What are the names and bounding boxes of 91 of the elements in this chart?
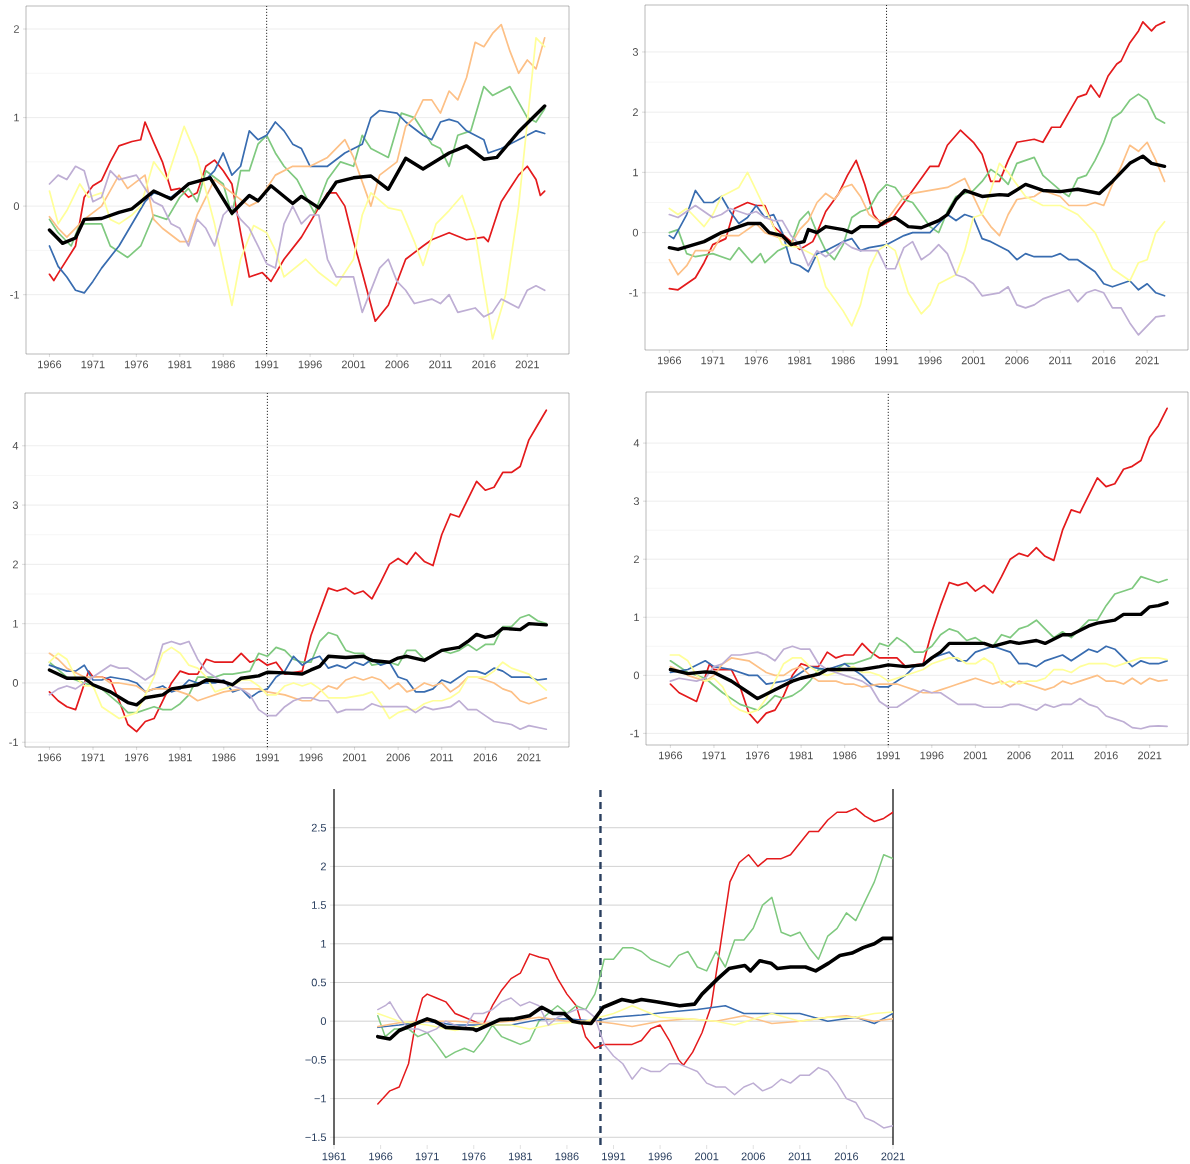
x-tick-label: 2011 [788,1152,812,1161]
y-tick-label: 1 [14,114,19,122]
x-tick-label: 2001 [963,751,988,760]
x-tick-label: 1991 [256,753,280,762]
y-tick-label: 3 [632,48,638,57]
x-tick-label: 2021 [515,360,539,369]
x-tick-label: 2021 [517,753,541,762]
x-tick-label: 1976 [744,356,768,365]
x-tick-label: 1991 [876,751,900,760]
x-tick-label: 1986 [555,1152,579,1161]
x-tick-label: 1986 [212,753,236,762]
x-tick-label: 1976 [746,751,770,760]
y-tick-label: 2 [12,560,18,569]
x-tick-label: 1981 [789,751,813,760]
x-tick-label: 1986 [833,751,857,760]
x-tick-label: 2001 [695,1152,719,1161]
x-tick-label: 1971 [702,751,726,760]
x-tick-label: 2006 [1005,356,1029,365]
x-tick-label: 1966 [369,1152,393,1161]
x-tick-label: 2016 [834,1152,859,1161]
y-tick-label: 1.5 [312,901,327,910]
x-tick-label: 1991 [602,1152,626,1161]
y-tick-label: 3 [12,501,18,510]
x-tick-label: 2021 [1135,356,1159,365]
x-tick-label: 1986 [211,360,235,369]
y-tick-label: 0 [13,202,20,211]
x-tick-label: 2011 [1049,356,1072,365]
x-tick-label: 1971 [415,1152,439,1161]
x-tick-label: 2011 [429,360,452,369]
x-tick-label: 2016 [472,360,496,369]
y-tick-label: 0 [12,679,19,688]
x-tick-label: 2001 [341,360,366,369]
y-tick-label: -1 [10,291,19,299]
x-tick-label: 2006 [741,1152,765,1161]
x-tick-label: 1971 [81,753,105,762]
y-tick-label: 2 [633,555,639,564]
x-tick-label: 2011 [1051,751,1074,760]
x-tick-label: 1971 [701,356,725,365]
x-tick-label: 2006 [1007,751,1031,760]
x-tick-label: 1996 [920,751,944,760]
x-tick-label: 2001 [342,753,367,762]
y-tick-label: 2.5 [311,824,327,832]
x-tick-label: 2006 [386,753,410,762]
x-tick-label: 2021 [1138,751,1162,760]
y-tick-label: 1 [634,613,639,622]
y-tick-label: −0.5 [305,1056,327,1064]
y-tick-label: 1 [13,620,18,628]
y-tick-label: 2 [632,108,638,117]
x-tick-label: 1981 [508,1152,532,1161]
x-tick-label: 1976 [125,753,149,762]
x-tick-label: 1981 [788,356,812,365]
y-tick-label: -1 [629,289,638,297]
y-tick-label: 0 [320,1017,327,1026]
x-tick-label: 2021 [881,1152,905,1161]
x-tick-label: 1966 [38,360,62,369]
x-tick-label: 1966 [657,356,682,365]
y-tick-label: 1 [321,940,326,948]
x-tick-label: 2001 [961,356,986,365]
y-tick-label: 0 [633,671,640,680]
x-tick-label: 1986 [831,356,855,365]
x-tick-label: 1996 [299,753,323,762]
y-tick-label: -1 [9,738,18,747]
y-tick-label: 0 [632,228,639,237]
x-tick-label: 1961 [322,1152,346,1161]
x-tick-label: 1981 [168,753,192,762]
x-tick-label: 1996 [648,1152,672,1161]
x-tick-label: 1976 [124,360,149,369]
y-tick-label: 1 [633,168,638,177]
x-tick-label: 2016 [1094,751,1118,760]
y-tick-label: −1.5 [305,1133,327,1142]
x-tick-label: 1981 [168,360,192,369]
x-tick-label: 1991 [875,356,899,365]
y-tick-label: -1 [630,729,639,738]
x-tick-label: 1991 [255,360,279,369]
y-tick-label: 4 [12,442,19,450]
x-tick-label: 2016 [1092,356,1116,365]
x-tick-label: 2006 [385,360,409,369]
y-tick-label: 0.5 [311,978,327,987]
y-tick-label: 4 [633,439,640,448]
y-tick-label: −1 [314,1095,326,1103]
x-tick-label: 1996 [918,356,942,365]
y-tick-label: 2 [13,25,19,34]
x-tick-label: 1966 [659,751,683,760]
x-tick-label: 2011 [430,753,453,762]
x-tick-label: 1976 [462,1152,486,1161]
x-tick-label: 1971 [81,360,105,369]
y-tick-label: 2 [320,862,326,871]
y-tick-label: 3 [633,497,639,506]
x-tick-label: 2016 [473,753,498,762]
x-tick-label: 1996 [298,360,322,369]
x-tick-label: 1966 [38,753,62,762]
